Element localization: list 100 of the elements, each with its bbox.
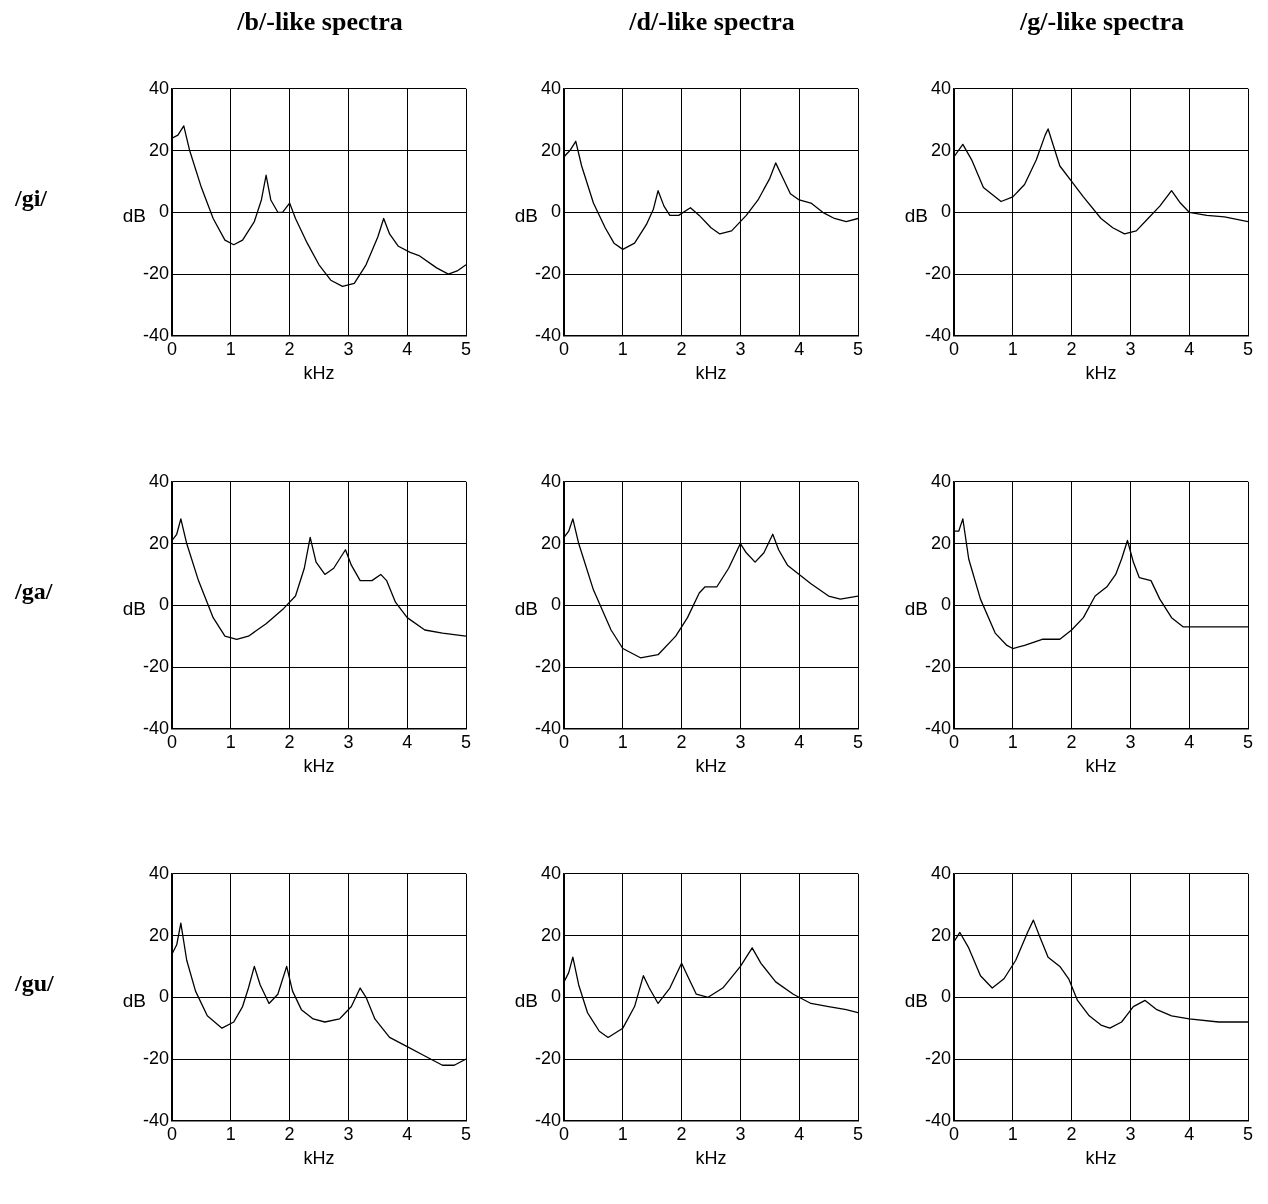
x-tick-label: 1 xyxy=(1007,338,1018,359)
x-axis-title: kHz xyxy=(303,1148,335,1169)
x-tick-label: 1 xyxy=(225,338,236,359)
x-tick-label: 5 xyxy=(852,1123,864,1144)
x-tick-label: 1 xyxy=(1007,1123,1018,1144)
y-tick-label: -20 xyxy=(535,263,562,284)
x-tick-label: 4 xyxy=(1184,1123,1195,1144)
x-tick-label: 4 xyxy=(794,1123,805,1144)
x-tick-label: 3 xyxy=(343,731,354,752)
y-tick-label: 20 xyxy=(930,532,952,553)
y-tick-label: 0 xyxy=(941,986,952,1007)
y-tick-label: 40 xyxy=(540,77,562,98)
x-tick-label: 2 xyxy=(284,731,295,752)
y-tick-label: -20 xyxy=(143,1048,170,1069)
y-tick-label: 0 xyxy=(551,986,562,1007)
x-tick-label: 5 xyxy=(852,731,864,752)
y-tick-label: -20 xyxy=(143,656,170,677)
x-tick-label: 3 xyxy=(735,731,746,752)
x-tick-label: 4 xyxy=(402,338,413,359)
x-tick-label: 4 xyxy=(402,731,413,752)
y-tick-label: 0 xyxy=(159,986,170,1007)
x-tick-label: 5 xyxy=(1242,731,1254,752)
x-tick-label: 3 xyxy=(735,338,746,359)
x-tick-label: 1 xyxy=(1007,731,1018,752)
y-tick-label: -20 xyxy=(925,656,952,677)
y-tick-label: 0 xyxy=(551,594,562,615)
x-axis-title: kHz xyxy=(303,756,335,777)
x-tick-label: 1 xyxy=(617,1123,628,1144)
x-tick-label: 2 xyxy=(1066,1123,1077,1144)
y-tick-label: 40 xyxy=(148,862,170,883)
x-tick-label: 2 xyxy=(676,1123,687,1144)
x-tick-label: 2 xyxy=(676,338,687,359)
y-tick-label: 20 xyxy=(148,532,170,553)
text: /ga/ xyxy=(15,578,53,605)
x-tick-label: 5 xyxy=(460,1123,472,1144)
y-tick-label: 40 xyxy=(148,470,170,491)
chart-title: /g/-like spectra xyxy=(1019,7,1185,37)
x-tick-label: 3 xyxy=(1125,731,1136,752)
x-tick-label: 3 xyxy=(1125,1123,1136,1144)
y-tick-label: 40 xyxy=(540,470,562,491)
y-tick-label: 20 xyxy=(148,924,170,945)
x-tick-label: 2 xyxy=(676,731,687,752)
y-tick-label: 20 xyxy=(540,532,562,553)
y-axis-title: dB xyxy=(514,989,538,1011)
y-tick-label: -20 xyxy=(143,263,170,284)
x-tick-label: 3 xyxy=(1125,338,1136,359)
x-tick-label: 4 xyxy=(794,338,805,359)
x-tick-label: 3 xyxy=(343,1123,354,1144)
x-tick-label: 4 xyxy=(1184,338,1195,359)
x-tick-label: 3 xyxy=(343,338,354,359)
y-axis-title: dB xyxy=(122,597,146,619)
y-tick-label: 0 xyxy=(941,594,952,615)
y-tick-label: -20 xyxy=(535,1048,562,1069)
x-axis-title: kHz xyxy=(1085,1148,1117,1169)
y-tick-label: 40 xyxy=(930,862,952,883)
x-axis-title: kHz xyxy=(1085,756,1117,777)
y-tick-label: 20 xyxy=(930,139,952,160)
x-tick-label: 2 xyxy=(1066,731,1077,752)
x-tick-label: 4 xyxy=(402,1123,413,1144)
y-tick-label: 0 xyxy=(159,594,170,615)
chart-title: /b/-like spectra xyxy=(236,7,404,37)
y-tick-label: -20 xyxy=(925,1048,952,1069)
x-axis-title: kHz xyxy=(1085,363,1117,384)
y-axis-title: dB xyxy=(904,989,928,1011)
y-axis-title: dB xyxy=(122,989,146,1011)
x-tick-label: 1 xyxy=(617,731,628,752)
x-axis-title: kHz xyxy=(695,1148,727,1169)
y-axis-title: dB xyxy=(904,204,928,226)
x-tick-label: 5 xyxy=(460,731,472,752)
x-tick-label: 2 xyxy=(284,338,295,359)
x-axis-title: kHz xyxy=(695,756,727,777)
x-axis-title: kHz xyxy=(695,363,727,384)
x-tick-label: 1 xyxy=(225,731,236,752)
y-tick-label: 20 xyxy=(930,924,952,945)
x-tick-label: 5 xyxy=(1242,1123,1254,1144)
y-tick-label: 40 xyxy=(148,77,170,98)
x-tick-label: 5 xyxy=(1242,338,1254,359)
y-axis-title: dB xyxy=(514,204,538,226)
y-tick-label: 0 xyxy=(551,201,562,222)
x-tick-label: 5 xyxy=(852,338,864,359)
x-tick-label: 3 xyxy=(735,1123,746,1144)
y-tick-label: 40 xyxy=(540,862,562,883)
y-tick-label: 0 xyxy=(159,201,170,222)
y-tick-label: 0 xyxy=(941,201,952,222)
y-tick-label: 20 xyxy=(540,139,562,160)
y-tick-label: -20 xyxy=(925,263,952,284)
y-tick-label: 20 xyxy=(148,139,170,160)
text: /gi/ xyxy=(15,185,48,212)
text: /gu/ xyxy=(15,970,54,997)
y-tick-label: -20 xyxy=(535,656,562,677)
y-tick-label: 20 xyxy=(540,924,562,945)
y-tick-label: 40 xyxy=(930,77,952,98)
x-tick-label: 1 xyxy=(225,1123,236,1144)
x-axis-title: kHz xyxy=(303,363,335,384)
x-tick-label: 4 xyxy=(1184,731,1195,752)
x-tick-label: 1 xyxy=(617,338,628,359)
x-tick-label: 4 xyxy=(794,731,805,752)
y-axis-title: dB xyxy=(122,204,146,226)
y-tick-label: 40 xyxy=(930,470,952,491)
chart-title: /d/-like spectra xyxy=(628,7,796,37)
